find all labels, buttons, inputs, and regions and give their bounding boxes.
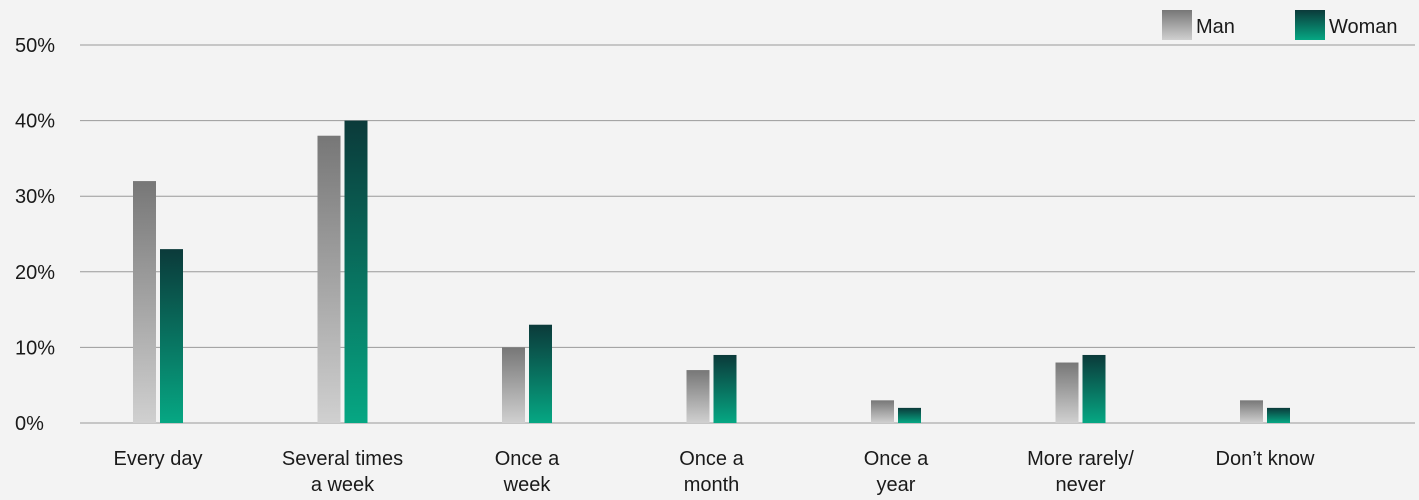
x-axis-labels: Every day Several times a week Once a week On…: [114, 448, 1315, 496]
bar-woman: [529, 324, 552, 423]
y-tick-label: 10%: [15, 337, 55, 359]
bar-man: [317, 135, 341, 423]
legend-swatch-woman: [1295, 10, 1325, 40]
bar-woman: [160, 249, 183, 423]
legend-label-woman: Woman: [1329, 16, 1398, 38]
bar-woman: [713, 354, 737, 423]
bar-woman: [898, 407, 921, 423]
bar-woman: [1267, 407, 1290, 423]
bar-man: [686, 370, 710, 423]
bar-man: [1055, 362, 1079, 423]
bar-man: [502, 347, 525, 423]
bar-woman: [1082, 354, 1106, 423]
x-category-label: Don’t know: [1216, 448, 1315, 470]
gridlines: [80, 44, 1415, 424]
x-category-label: Once a week: [495, 448, 560, 496]
x-category-label: Every day: [114, 448, 203, 470]
y-tick-label: 30%: [15, 186, 55, 208]
legend-label-man: Man: [1196, 16, 1235, 38]
legend: Man Woman: [1162, 10, 1398, 40]
y-tick-label: 40%: [15, 111, 55, 133]
y-tick-label: 50%: [15, 35, 55, 57]
x-category-label: Once a year: [864, 448, 929, 496]
y-axis-ticks: 0% 10% 20% 30% 40% 50%: [15, 35, 55, 435]
bar-man: [1240, 400, 1263, 423]
bar-man: [871, 400, 894, 423]
x-category-label: Once a month: [679, 448, 744, 496]
x-category-label: Several times a week: [282, 448, 403, 496]
y-tick-label: 0%: [15, 413, 44, 435]
x-category-label: More rarely/never: [1027, 448, 1134, 496]
y-tick-label: 20%: [15, 262, 55, 284]
legend-swatch-man: [1162, 10, 1192, 40]
bars: [133, 120, 1290, 423]
bar-woman: [344, 120, 368, 423]
bar-man: [133, 181, 156, 423]
